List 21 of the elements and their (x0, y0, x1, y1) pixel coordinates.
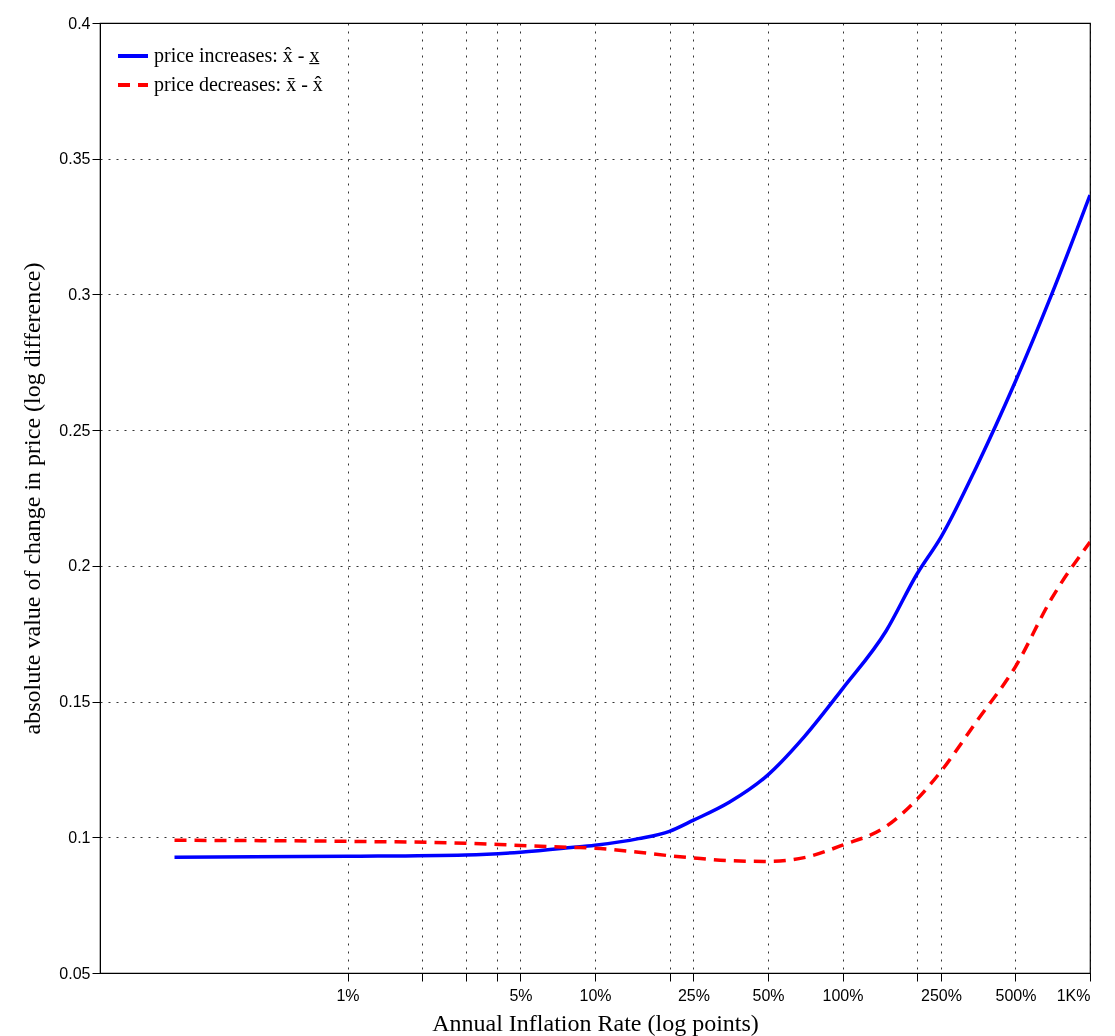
x-axis-title: Annual Inflation Rate (log points) (432, 1009, 759, 1036)
x-tick-label: 1K% (1056, 986, 1091, 1004)
y-axis-title: absolute value of change in price (log difference) (19, 262, 46, 735)
y-tick-label: 0.05 (59, 964, 91, 982)
y-tick-label: 0.35 (59, 150, 91, 168)
x-tick-label: 50% (752, 986, 785, 1004)
y-tick-label: 0.2 (68, 557, 91, 575)
x-tick-label: 100% (822, 986, 864, 1004)
legend-label: price increases: x̂ - x̲ (154, 44, 321, 67)
x-tick-label: 1% (336, 986, 360, 1004)
y-tick-label: 0.3 (68, 285, 91, 303)
y-tick-label: 0.25 (59, 421, 91, 439)
x-tick-label: 25% (677, 986, 711, 1004)
x-tick-label: 250% (921, 986, 962, 1004)
y-tick-label: 0.1 (68, 828, 91, 846)
legend-label: price decreases: x̄ - x̂ (154, 73, 323, 96)
y-tick-label: 0.4 (68, 14, 91, 32)
x-tick-label: 10% (579, 986, 612, 1004)
y-tick-label: 0.15 (59, 693, 91, 711)
x-tick-label: 5% (509, 986, 533, 1004)
x-tick-label: 500% (995, 986, 1037, 1004)
